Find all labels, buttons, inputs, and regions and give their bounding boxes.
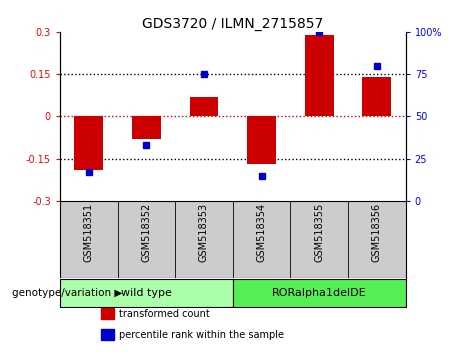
Bar [189,97,219,116]
Title: GDS3720 / ILMN_2715857: GDS3720 / ILMN_2715857 [142,17,324,31]
Bar [305,35,334,116]
Text: GSM518354: GSM518354 [257,203,266,262]
Text: GSM518353: GSM518353 [199,203,209,262]
Text: GSM518352: GSM518352 [142,203,151,262]
Text: genotype/variation ▶: genotype/variation ▶ [12,288,122,298]
Text: GSM518355: GSM518355 [314,203,324,262]
Text: transformed count: transformed count [119,309,210,319]
Text: GSM518351: GSM518351 [84,203,94,262]
Bar [101,329,114,340]
Bar [233,279,406,307]
Bar [362,77,391,116]
Bar [101,308,114,319]
Text: wild type: wild type [121,288,172,298]
Bar [247,116,276,164]
Bar [132,116,161,139]
Text: percentile rank within the sample: percentile rank within the sample [119,330,284,339]
Bar [74,116,103,170]
Bar [60,279,233,307]
Text: RORalpha1delDE: RORalpha1delDE [272,288,366,298]
Text: GSM518356: GSM518356 [372,203,382,262]
